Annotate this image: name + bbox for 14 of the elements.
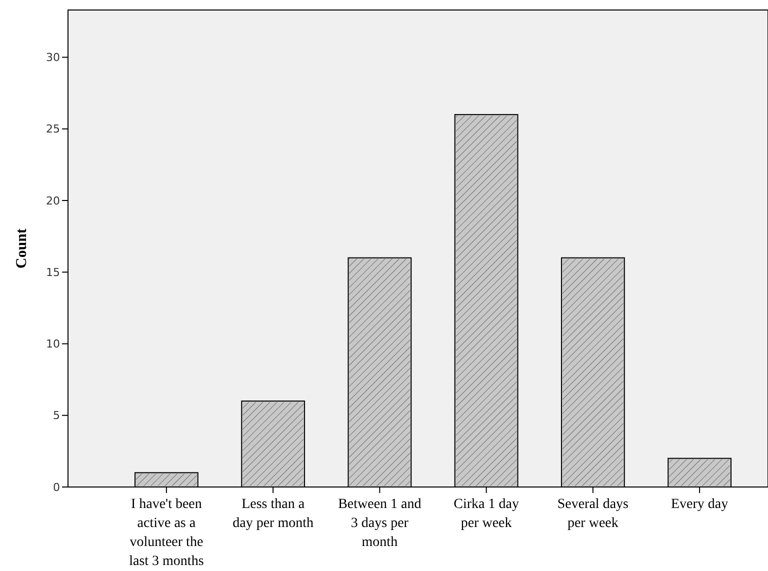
- x-tick-label: Every day: [670, 497, 728, 512]
- y-tick-label: 0: [53, 480, 60, 494]
- y-tick-label: 25: [46, 122, 60, 136]
- y-tick-label: 30: [46, 51, 60, 64]
- y-tick-label: 5: [53, 409, 60, 422]
- x-tick-label: Less than a day per month: [232, 497, 314, 531]
- y-axis-title: Count: [14, 228, 30, 269]
- y-tick-label: 15: [46, 266, 60, 279]
- x-tick-label: Cirka 1 day per week: [454, 497, 519, 531]
- x-tick-label: Several days per week: [557, 497, 629, 531]
- y-tick-label: 20: [46, 194, 60, 208]
- x-tick-label: Between 1 and 3 days per month: [338, 497, 422, 550]
- x-tick-label: I have't been active as a volunteer the last 3 months: [129, 497, 204, 569]
- y-tick-label: 10: [46, 338, 60, 351]
